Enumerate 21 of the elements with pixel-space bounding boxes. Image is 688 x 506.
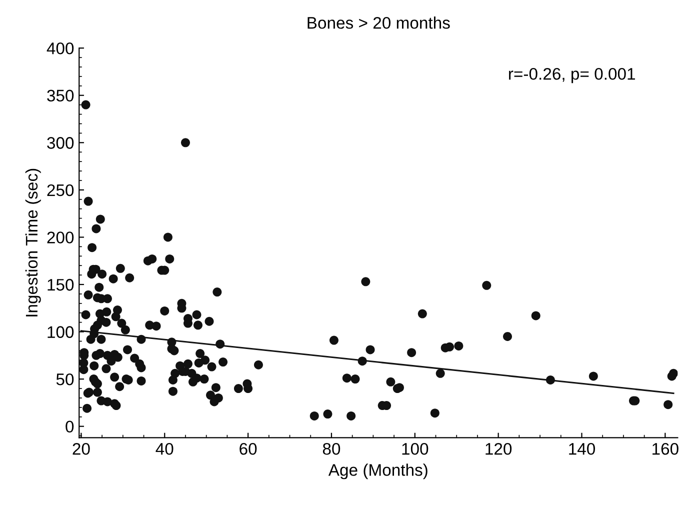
x-axis-title: Age (Months)	[328, 464, 428, 480]
y-tick-label: 400	[46, 42, 74, 54]
x-tick-label: 60	[240, 442, 257, 455]
chart-title: Bones > 20 months	[308, 16, 450, 29]
x-tick-label: 140	[569, 442, 595, 455]
y-tick-label: 350	[47, 90, 74, 102]
x-tick-label: 40	[156, 442, 174, 455]
x-tick-label: 160	[652, 442, 678, 455]
x-tick-label: 100	[402, 442, 428, 455]
y-tick-label: 200	[47, 232, 74, 244]
y-tick-label: 0	[66, 420, 74, 433]
x-tick-label: 80	[322, 442, 340, 455]
y-axis-title: Ingestion Time (sec)	[25, 168, 41, 316]
x-tick-label: 20	[72, 442, 90, 455]
y-tick-label: 300	[47, 137, 74, 149]
y-tick-label: 100	[48, 326, 74, 338]
y-tick-label: 250	[47, 184, 74, 196]
x-tick-label: 120	[486, 442, 512, 455]
y-tick-label: 50	[56, 373, 74, 386]
y-tick-label: 150	[48, 278, 74, 291]
annotation: r=-0.26, p= 0.001	[509, 68, 635, 84]
